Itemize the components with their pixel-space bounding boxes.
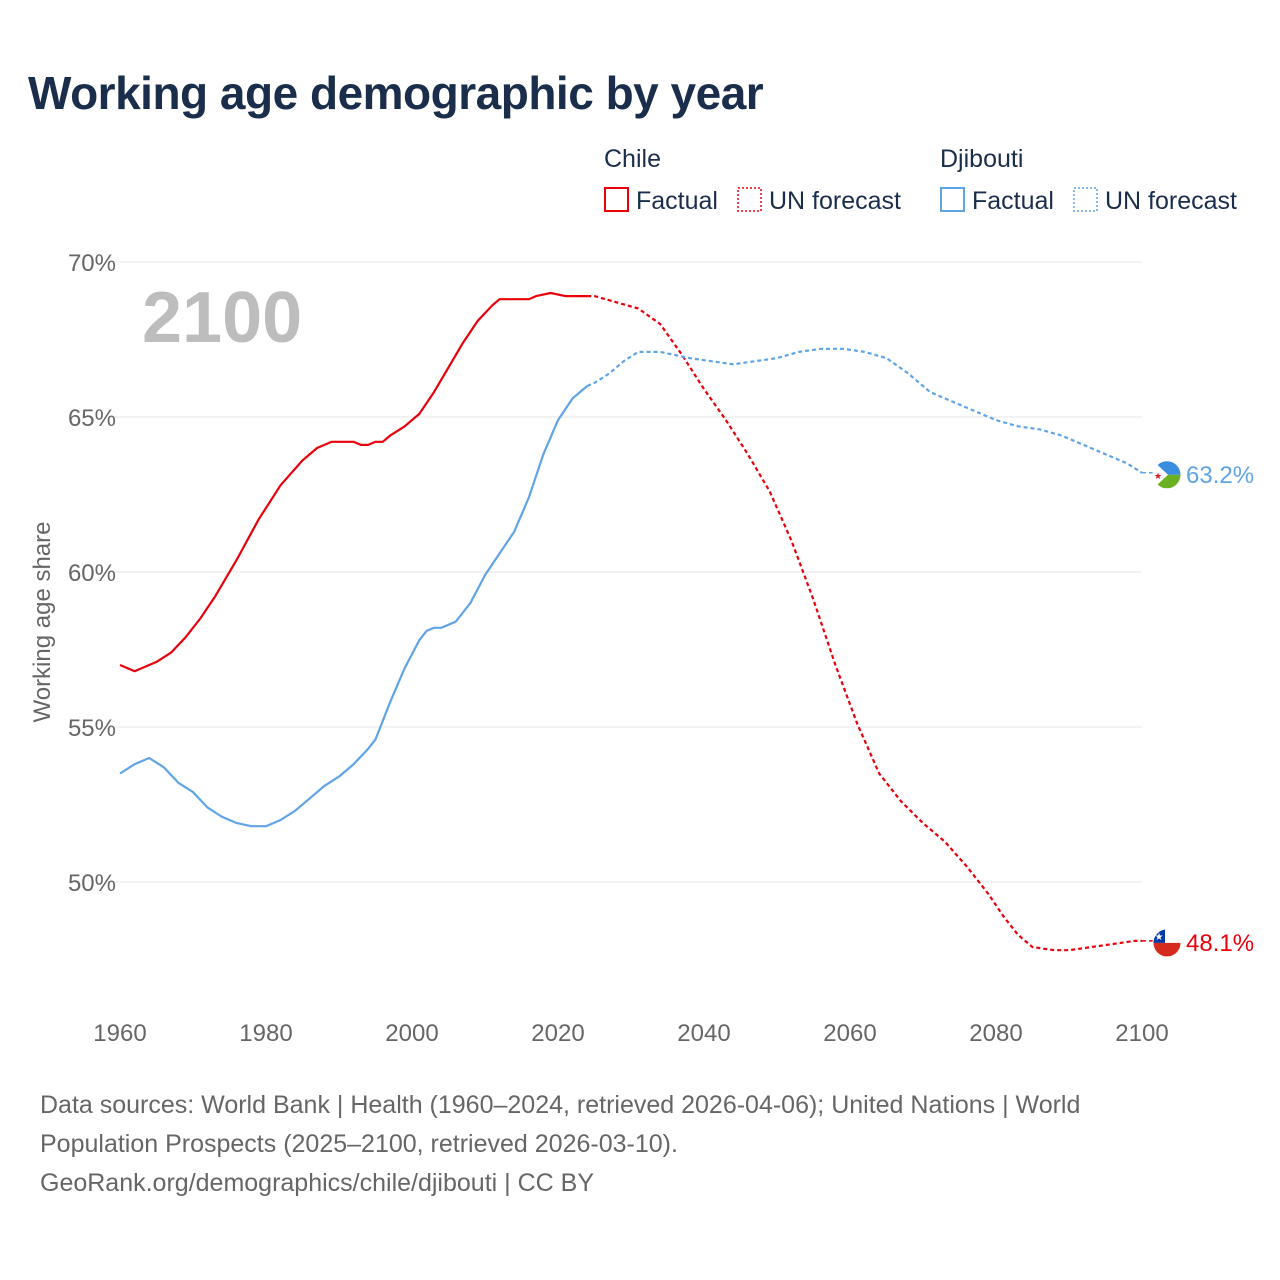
chile-end-value: 48.1% — [1186, 930, 1254, 957]
legend-label-factual: Factual — [972, 187, 1054, 215]
x-tick-label: 2040 — [677, 1020, 730, 1047]
legend-swatch-factual — [604, 187, 629, 212]
source-line-1: Data sources: World Bank | Health (1960–… — [40, 1091, 1081, 1119]
y-axis-ticks: 50% 55% 60% 65% 70% — [68, 250, 116, 897]
svg-text:★: ★ — [1155, 932, 1164, 943]
y-tick-label: 50% — [68, 870, 116, 897]
chile-forecast-line — [587, 295, 1142, 952]
x-tick-label: 1960 — [93, 1020, 146, 1047]
chile-factual-line — [119, 291, 588, 673]
legend-group-chile: Chile Factual UN forecast — [604, 145, 901, 215]
djibouti-end-value: 63.2% — [1186, 462, 1254, 489]
line-chart: 50% 55% 60% 65% 70% 1960 1980 2000 2020 2040 2060… — [29, 145, 1254, 1047]
djibouti-factual-line — [119, 385, 588, 828]
gridlines — [110, 261, 1142, 883]
end-markers: ★ 48.1% ★ 63.2% — [1142, 460, 1254, 958]
x-tick-label: 2060 — [823, 1020, 876, 1047]
legend-label-factual: Factual — [636, 187, 718, 215]
year-watermark: 2100 — [142, 278, 302, 358]
y-tick-label: 60% — [68, 560, 116, 587]
x-tick-label: 2020 — [531, 1020, 584, 1047]
x-tick-label: 2100 — [1115, 1020, 1168, 1047]
svg-text:★: ★ — [1154, 472, 1162, 482]
legend-swatch-forecast — [737, 187, 762, 212]
series-lines — [119, 291, 1143, 952]
legend-title-chile: Chile — [604, 145, 661, 173]
djibouti-forecast-line — [586, 347, 1143, 474]
djibouti-flag: ★ — [1153, 460, 1181, 489]
y-axis-label: Working age share — [29, 522, 56, 723]
legend-label-forecast: UN forecast — [1105, 187, 1237, 215]
legend-swatch-forecast — [1073, 187, 1098, 212]
x-tick-label: 2080 — [969, 1020, 1022, 1047]
y-tick-label: 70% — [68, 250, 116, 277]
x-tick-label: 2000 — [385, 1020, 438, 1047]
source-note: Data sources: World Bank | Health (1960–… — [40, 1086, 1180, 1203]
legend-group-djibouti: Djibouti Factual UN forecast — [940, 145, 1237, 215]
source-line-2: Population Prospects (2025–2100, retriev… — [40, 1130, 678, 1158]
x-axis-ticks: 1960 1980 2000 2020 2040 2060 2080 2100 — [93, 1020, 1168, 1047]
legend-label-forecast: UN forecast — [769, 187, 901, 215]
legend-title-djibouti: Djibouti — [940, 145, 1023, 173]
legend-swatch-factual — [940, 187, 965, 212]
chart-title: Working age demographic by year — [28, 67, 764, 119]
x-tick-label: 1980 — [239, 1020, 292, 1047]
y-tick-label: 55% — [68, 715, 116, 742]
y-tick-label: 65% — [68, 405, 116, 432]
source-line-3: GeoRank.org/demographics/chile/djibouti … — [40, 1169, 594, 1197]
legend: Chile Factual UN forecast Djibouti Factual UN… — [604, 145, 1237, 215]
